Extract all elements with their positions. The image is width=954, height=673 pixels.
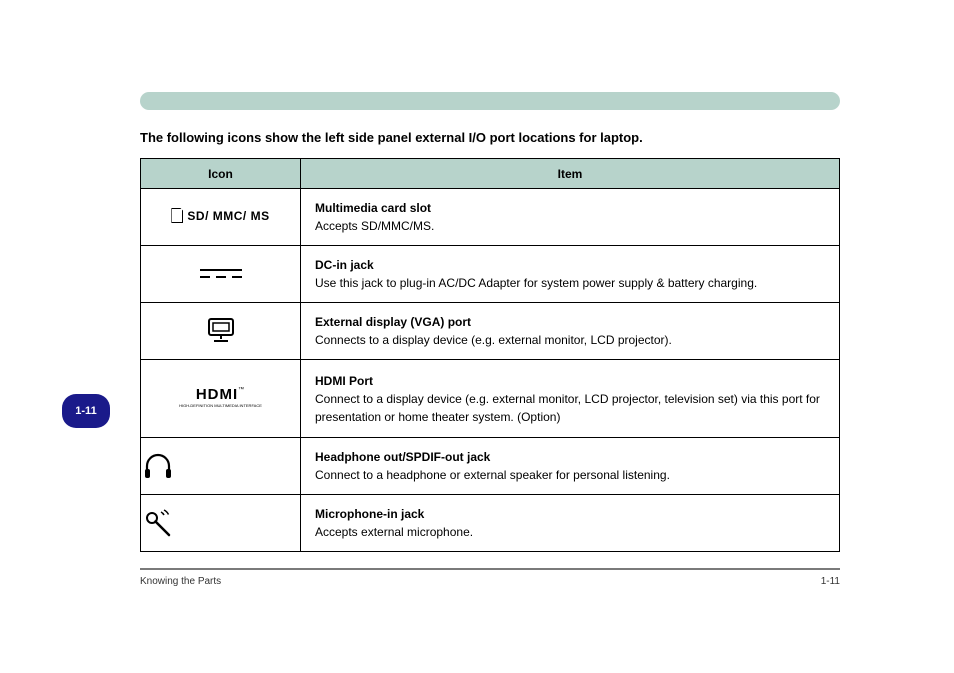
- desc-body: Accepts external microphone.: [315, 525, 473, 539]
- hdmi-icon-subtext: HIGH-DEFINITION MULTIMEDIA INTERFACE: [179, 404, 262, 408]
- desc-cell: HDMI Port Connect to a display device (e…: [301, 360, 840, 438]
- sd-mmc-ms-icon: SD/ MMC/ MS: [171, 208, 269, 223]
- headphone-icon: [141, 451, 300, 481]
- table-row: HDMI™ HIGH-DEFINITION MULTIMEDIA INTERFA…: [141, 360, 840, 438]
- section-subhead: The following icons show the left side p…: [140, 130, 643, 145]
- desc-cell: External display (VGA) port Connects to …: [301, 303, 840, 360]
- icon-cell: SD/ MMC/ MS: [141, 189, 301, 246]
- desc-title: Microphone-in jack: [315, 507, 424, 521]
- icon-cell: [141, 246, 301, 303]
- external-display-icon: [204, 316, 238, 344]
- table-row: DC-in jack Use this jack to plug-in AC/D…: [141, 246, 840, 303]
- hdmi-icon-label: HDMI: [196, 386, 238, 403]
- io-ports-table: Icon Item SD/ MMC/ MS Multimedia card sl…: [140, 158, 840, 552]
- footer-left: Knowing the Parts: [140, 576, 221, 587]
- table-header-item: Item: [301, 159, 840, 189]
- desc-cell: DC-in jack Use this jack to plug-in AC/D…: [301, 246, 840, 303]
- dc-in-icon: [198, 269, 244, 278]
- icon-cell: [141, 303, 301, 360]
- desc-cell: Microphone-in jack Accepts external micr…: [301, 495, 840, 552]
- desc-body: Connects to a display device (e.g. exter…: [315, 333, 672, 347]
- icon-cell: HDMI™ HIGH-DEFINITION MULTIMEDIA INTERFA…: [141, 360, 301, 438]
- table-row: SD/ MMC/ MS Multimedia card slot Accepts…: [141, 189, 840, 246]
- icon-cell: [141, 495, 301, 552]
- desc-title: HDMI Port: [315, 374, 373, 388]
- page-side-tab: 1-11: [62, 394, 110, 428]
- desc-title: Headphone out/SPDIF-out jack: [315, 450, 490, 464]
- desc-body: Connect to a headphone or external speak…: [315, 468, 670, 482]
- desc-cell: Multimedia card slot Accepts SD/MMC/MS.: [301, 189, 840, 246]
- sd-icon-label: SD/ MMC/ MS: [187, 209, 269, 223]
- desc-body: Use this jack to plug-in AC/DC Adapter f…: [315, 276, 757, 290]
- icon-cell: [141, 438, 301, 495]
- microphone-icon: [141, 508, 300, 538]
- table-row: External display (VGA) port Connects to …: [141, 303, 840, 360]
- desc-cell: Headphone out/SPDIF-out jack Connect to …: [301, 438, 840, 495]
- footer-right: 1-11: [821, 576, 840, 587]
- table-row: Microphone-in jack Accepts external micr…: [141, 495, 840, 552]
- desc-title: Multimedia card slot: [315, 201, 431, 215]
- title-bar: [140, 92, 840, 110]
- desc-body: Connect to a display device (e.g. extern…: [315, 392, 820, 424]
- desc-title: DC-in jack: [315, 258, 374, 272]
- desc-title: External display (VGA) port: [315, 315, 471, 329]
- hdmi-icon: HDMI™ HIGH-DEFINITION MULTIMEDIA INTERFA…: [179, 387, 262, 408]
- table-row: Headphone out/SPDIF-out jack Connect to …: [141, 438, 840, 495]
- table-header-icon: Icon: [141, 159, 301, 189]
- page-footer: Knowing the Parts 1-11: [140, 568, 840, 587]
- desc-body: Accepts SD/MMC/MS.: [315, 219, 434, 233]
